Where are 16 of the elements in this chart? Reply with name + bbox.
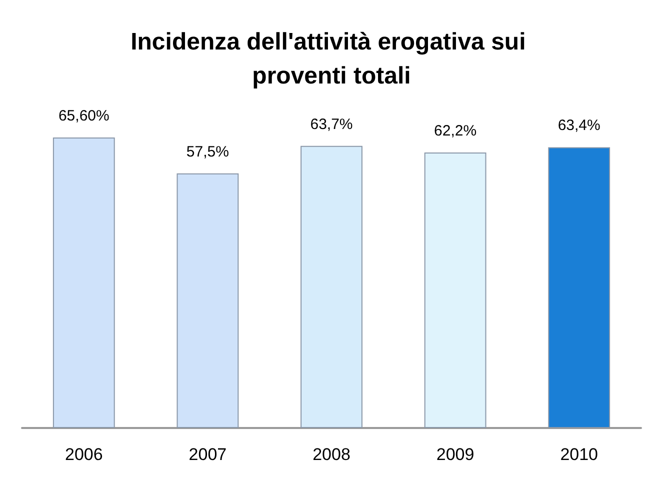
x-tick-label: 2008 bbox=[312, 445, 350, 464]
data-label: 63,7% bbox=[310, 116, 353, 133]
data-label: 63,4% bbox=[558, 117, 600, 134]
chart-title: Incidenza dell'attività erogativa sui proventi totali bbox=[130, 28, 532, 90]
data-label: 65,60% bbox=[58, 107, 110, 124]
bar bbox=[52, 137, 115, 428]
x-tick-label: 2009 bbox=[436, 445, 474, 464]
x-tick-label: 2010 bbox=[560, 445, 598, 464]
bar bbox=[176, 173, 239, 428]
bar bbox=[548, 147, 610, 428]
bar bbox=[424, 152, 486, 428]
data-label: 57,5% bbox=[186, 143, 229, 160]
x-tick-label: 2006 bbox=[64, 445, 103, 464]
data-label: 62,2% bbox=[434, 122, 477, 140]
x-tick-label: 2007 bbox=[188, 445, 227, 464]
bar bbox=[300, 146, 362, 428]
